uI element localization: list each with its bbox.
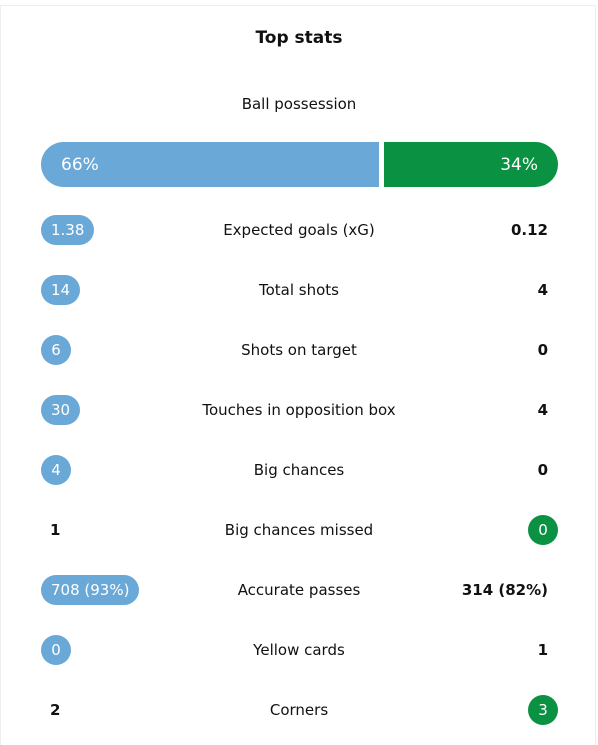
stat-row: 6 Shots on target 0 <box>0 335 598 365</box>
home-possession-label: 66% <box>61 154 99 175</box>
away-value: 0.12 <box>510 221 548 239</box>
away-value: 0 <box>537 461 548 479</box>
possession-label: Ball possession <box>241 95 357 113</box>
stat-label: Total shots <box>259 281 339 299</box>
stat-row: 14 Total shots 4 <box>0 275 598 305</box>
away-possession-label: 34% <box>500 154 538 175</box>
stat-row: 4 Big chances 0 <box>0 455 598 485</box>
home-value: 1 <box>50 521 61 539</box>
stat-label: Expected goals (xG) <box>223 221 375 239</box>
possession-bar: 66% 34% <box>41 142 558 187</box>
home-value: 6 <box>41 335 71 365</box>
stat-label: Yellow cards <box>253 641 345 659</box>
home-value: 14 <box>41 275 81 305</box>
stat-label: Big chances <box>253 461 345 479</box>
home-value: 0 <box>41 635 71 665</box>
home-possession: 66% <box>41 142 379 187</box>
home-value: 1.38 <box>41 215 95 245</box>
stat-row: 0 Yellow cards 1 <box>0 635 598 665</box>
away-value: 4 <box>537 281 548 299</box>
stat-label: Touches in opposition box <box>202 401 396 419</box>
away-value: 0 <box>528 515 558 545</box>
away-value: 4 <box>537 401 548 419</box>
stat-row: 1 Big chances missed 0 <box>0 515 598 545</box>
stat-row: 1.38 Expected goals (xG) 0.12 <box>0 215 598 245</box>
home-value: 4 <box>41 455 71 485</box>
away-value: 3 <box>528 695 558 725</box>
stat-row: 708 (93%) Accurate passes 314 (82%) <box>0 575 598 605</box>
stat-row: 2 Corners 3 <box>0 695 598 725</box>
title: Top stats <box>255 28 343 48</box>
away-possession: 34% <box>383 142 558 187</box>
stat-label: Shots on target <box>241 341 357 359</box>
away-value: 0 <box>537 341 548 359</box>
away-value: 314 (82%) <box>461 581 548 599</box>
stat-row: 30 Touches in opposition box 4 <box>0 395 598 425</box>
home-value: 708 (93%) <box>41 575 140 605</box>
stat-label: Corners <box>269 701 329 719</box>
away-value: 1 <box>537 641 548 659</box>
stat-label: Big chances missed <box>224 521 374 539</box>
home-value: 2 <box>50 701 61 719</box>
card <box>0 5 596 745</box>
home-value: 30 <box>41 395 81 425</box>
stat-label: Accurate passes <box>237 581 361 599</box>
